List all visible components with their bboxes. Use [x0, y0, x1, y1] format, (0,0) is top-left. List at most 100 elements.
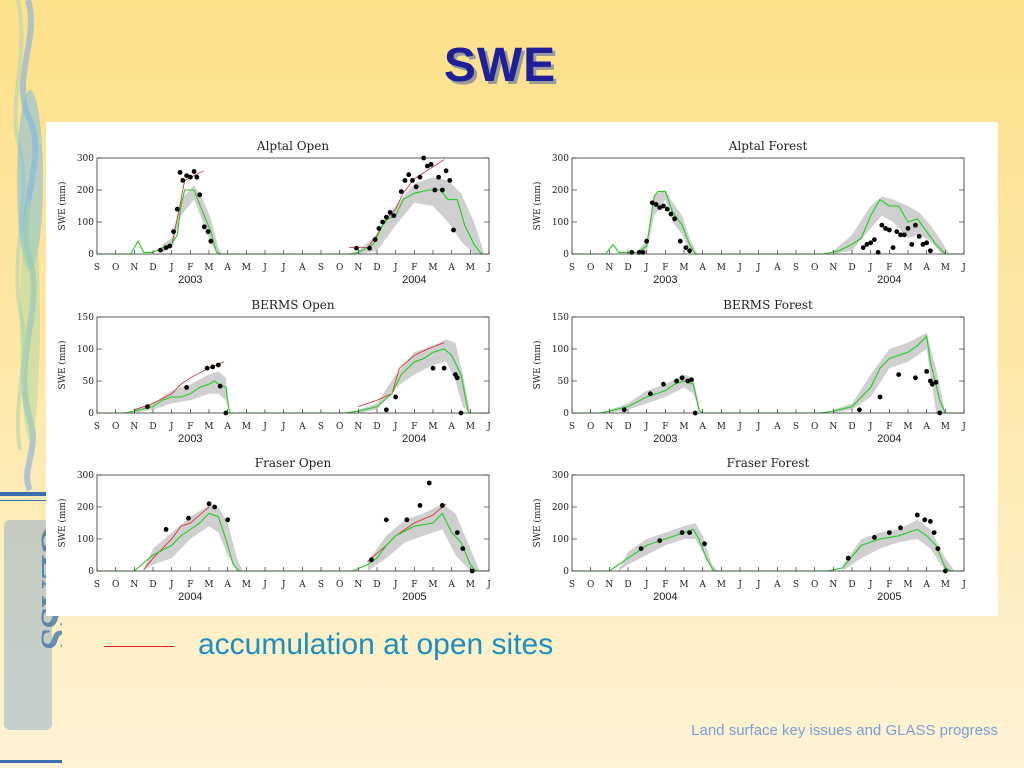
observation-point — [205, 229, 211, 234]
observation-point — [928, 519, 933, 524]
observation-point — [860, 245, 866, 250]
observation-point — [845, 555, 851, 561]
month-label: M — [428, 263, 437, 273]
year-label: 2003 — [178, 274, 202, 286]
month-label: J — [868, 422, 873, 432]
month-label: J — [756, 263, 761, 273]
observation-point — [194, 174, 200, 180]
month-label: J — [644, 422, 649, 432]
observation-point — [883, 226, 888, 231]
uncertainty-band — [162, 185, 223, 254]
swe-figure-panel: Alptal Open 0 100 200 300 SWE (mm) S O N D J F M A M J J… — [46, 122, 998, 616]
month-label: F — [187, 580, 193, 590]
y-axis-label: SWE (mm) — [532, 182, 543, 231]
y-tick-label: 0 — [563, 567, 569, 577]
month-label: J — [262, 422, 267, 432]
y-axis-label: SWE (mm) — [57, 182, 68, 231]
observation-point — [413, 184, 419, 190]
month-label: O — [811, 580, 818, 590]
y-tick-label: 150 — [77, 313, 94, 323]
observation-point — [441, 365, 447, 371]
month-label: M — [242, 580, 251, 590]
month-label: D — [624, 580, 631, 590]
observation-point — [210, 364, 216, 370]
month-label: J — [262, 263, 267, 273]
observation-point — [894, 229, 900, 234]
y-tick-label: 300 — [552, 471, 569, 481]
observation-point — [913, 375, 918, 381]
y-axis-label: SWE (mm) — [57, 341, 68, 390]
accumulation-line — [358, 342, 445, 407]
observation-point — [890, 245, 896, 250]
uncertainty-band — [367, 503, 480, 571]
y-tick-label: 300 — [77, 154, 94, 164]
month-label: A — [773, 580, 781, 590]
month-label: M — [204, 422, 213, 432]
plot-frame — [96, 157, 490, 255]
accumulation-line — [349, 159, 445, 248]
month-label: S — [318, 263, 324, 273]
year-label: 2005 — [402, 591, 426, 603]
month-label: S — [793, 580, 799, 590]
month-label: D — [373, 422, 380, 432]
chart-title: Fraser Open — [255, 456, 332, 470]
observation-point — [928, 248, 933, 254]
month-label: S — [793, 422, 799, 432]
observation-point — [404, 517, 410, 523]
observation-point — [167, 243, 173, 249]
y-tick-label: 100 — [77, 345, 94, 355]
month-label: D — [373, 263, 380, 273]
observation-point — [687, 248, 692, 254]
observation-point — [410, 178, 415, 183]
month-label: A — [922, 422, 930, 432]
observation-point — [417, 174, 423, 180]
month-label: F — [886, 580, 892, 590]
observation-point — [913, 222, 918, 228]
observation-point — [629, 250, 635, 255]
y-tick-label: 100 — [552, 218, 569, 228]
observation-point — [425, 163, 430, 169]
month-label: M — [903, 422, 912, 432]
observation-point — [924, 240, 930, 246]
month-label: N — [829, 422, 837, 432]
chart-title: BERMS Open — [251, 298, 335, 312]
observation-point — [201, 224, 207, 230]
observation-point — [896, 372, 902, 377]
observation-point — [376, 226, 382, 231]
month-label: A — [298, 422, 306, 432]
y-tick-label: 100 — [77, 535, 94, 545]
month-label: M — [679, 580, 688, 590]
month-label: O — [112, 580, 119, 590]
month-label: M — [428, 580, 437, 590]
month-label: O — [336, 263, 343, 273]
month-label: M — [941, 422, 950, 432]
month-label: J — [486, 263, 491, 273]
month-label: S — [569, 422, 575, 432]
y-tick-label: 150 — [552, 313, 569, 323]
observation-point — [460, 546, 466, 551]
observation-point — [402, 178, 408, 183]
year-label: 2003 — [653, 274, 677, 286]
observation-point — [367, 245, 372, 251]
observation-point — [163, 527, 169, 532]
observation-point — [145, 404, 150, 409]
observation-point — [664, 206, 670, 212]
observation-point — [872, 535, 877, 540]
observation-point — [432, 187, 438, 193]
month-label: F — [886, 422, 892, 432]
observation-point — [454, 530, 460, 535]
month-label: J — [737, 580, 742, 590]
y-tick-label: 200 — [77, 503, 94, 513]
observation-point — [898, 232, 903, 238]
observation-point — [689, 377, 694, 383]
month-label: J — [644, 263, 649, 273]
month-label: O — [112, 422, 119, 432]
legend-text: accumulation at open sites — [198, 628, 554, 661]
month-label: N — [354, 422, 362, 432]
observation-point — [886, 227, 892, 233]
month-label: N — [605, 580, 613, 590]
plot-frame — [571, 474, 965, 572]
observation-point — [391, 213, 397, 218]
